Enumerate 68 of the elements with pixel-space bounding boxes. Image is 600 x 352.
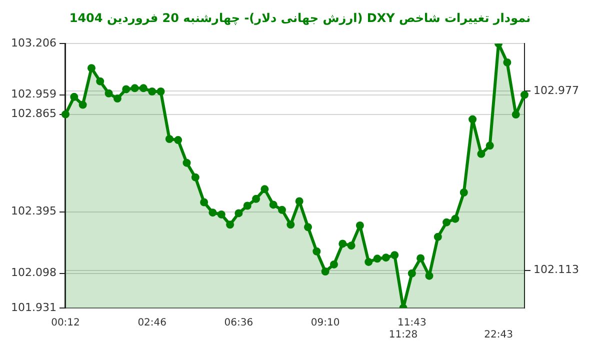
point [382, 254, 390, 262]
point [191, 173, 200, 182]
x-tick-label: 11:28 [388, 330, 418, 341]
point [70, 92, 78, 101]
point [434, 232, 442, 241]
point [217, 210, 226, 218]
point [347, 242, 356, 250]
point [130, 84, 139, 92]
point [260, 185, 269, 194]
y2-tick-label: 102.977 [534, 84, 580, 97]
point [252, 194, 260, 203]
point [174, 136, 182, 144]
point [200, 198, 208, 206]
point [451, 214, 460, 223]
point [243, 202, 252, 210]
point [139, 84, 148, 92]
point [477, 150, 486, 158]
point [104, 89, 113, 98]
point [234, 209, 243, 218]
point [408, 269, 416, 278]
point [113, 94, 122, 103]
point [226, 220, 234, 229]
point [312, 247, 321, 256]
point [330, 260, 338, 268]
point [416, 254, 425, 262]
point [78, 100, 87, 109]
point [87, 64, 96, 72]
point [486, 142, 494, 150]
point [503, 58, 512, 66]
x-tick-label: 09:10 [310, 318, 340, 329]
x-tick-label: 11:43 [398, 318, 426, 329]
point [208, 208, 217, 217]
x-tick-label: 06:36 [224, 318, 254, 329]
point [122, 85, 130, 94]
point [520, 90, 529, 99]
y-tick-label: 103.206 [10, 36, 56, 50]
point [321, 268, 330, 276]
point [364, 258, 373, 266]
y2-tick-label: 102.113 [534, 263, 580, 276]
point [460, 188, 468, 196]
point [442, 218, 451, 226]
y-tick-label: 102.395 [10, 204, 56, 218]
x-tick-label: 22:43 [484, 330, 513, 341]
point [338, 240, 347, 248]
point [278, 206, 286, 214]
point [61, 110, 70, 118]
y-tick-label: 101.931 [10, 300, 56, 314]
point [165, 134, 174, 143]
point [512, 110, 520, 119]
point [182, 158, 191, 167]
point [390, 251, 399, 260]
point [356, 221, 364, 230]
y-tick-label: 102.865 [10, 107, 56, 120]
x-tick-label: 02:46 [138, 318, 167, 329]
point [295, 197, 304, 206]
y-tick-label: 102.959 [10, 88, 56, 101]
point [286, 220, 295, 229]
point [468, 115, 477, 124]
point [96, 77, 104, 86]
x-tick-label: 00:12 [51, 318, 80, 329]
point [156, 88, 165, 96]
point [425, 272, 434, 280]
point [269, 200, 278, 209]
chart-title: نمودار تغییرات شاخص DXY (ارزش جهانی دلار)- چهارشنبه 20 فروردین 1404 [68, 10, 532, 27]
point [373, 254, 382, 263]
point [304, 223, 312, 232]
point [148, 88, 156, 96]
y-tick-label: 102.098 [10, 266, 56, 280]
